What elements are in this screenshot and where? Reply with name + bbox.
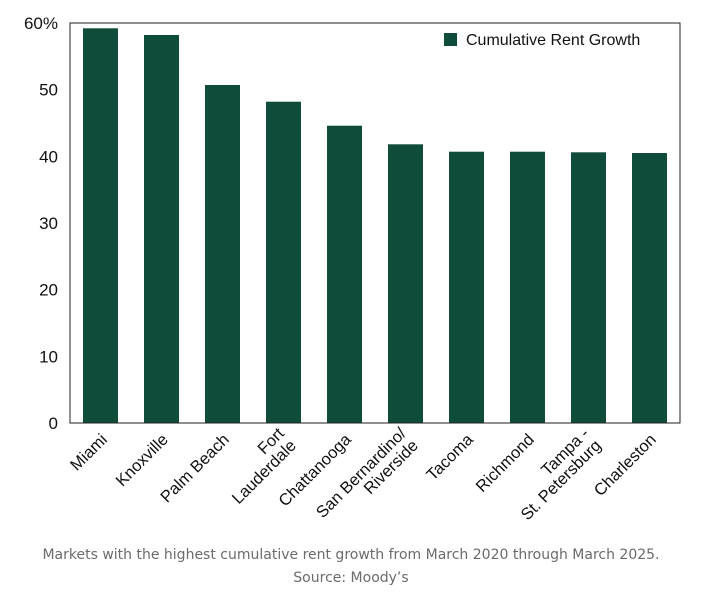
x-tick-label: Miami — [67, 431, 111, 475]
bar-tacoma — [449, 151, 484, 423]
y-tick-label: 60% — [24, 14, 58, 33]
bar-richmond — [510, 151, 545, 423]
bar-chattanooga — [327, 125, 362, 423]
bar-knoxville — [144, 35, 179, 423]
y-tick-label: 30 — [39, 214, 58, 233]
x-tick-label: Richmond — [473, 431, 538, 496]
bar-miami — [83, 28, 118, 424]
plot-frame — [69, 22, 681, 424]
y-tick-label: 20 — [39, 281, 58, 300]
legend: Cumulative Rent Growth — [444, 32, 640, 49]
chart-caption: Markets with the highest cumulative rent… — [42, 547, 660, 563]
y-tick-label: 0 — [49, 414, 58, 433]
x-tick-label: Knoxville — [112, 431, 171, 490]
y-tick-label: 10 — [39, 347, 58, 366]
y-tick-label: 50 — [39, 81, 58, 100]
y-tick-label: 40 — [39, 147, 58, 166]
legend-swatch — [444, 33, 457, 46]
bar-tampa-st-petersburg — [571, 152, 606, 424]
bar-fort-lauderdale — [266, 101, 301, 423]
bar-charleston — [632, 153, 667, 423]
x-tick-label: Tacoma — [423, 430, 477, 484]
chart-source: Source: Moody’s — [293, 570, 409, 586]
x-tick-label: Charleston — [591, 431, 660, 500]
bar-palm-beach — [205, 85, 240, 423]
legend-label: Cumulative Rent Growth — [466, 32, 640, 49]
bars-group — [83, 28, 667, 424]
x-tick-label: San Bernardino/Riverside — [313, 424, 422, 533]
y-axis: 0 10 20 30 40 50 60% — [24, 14, 58, 433]
bar-san-bernardino-riverside — [388, 144, 423, 424]
